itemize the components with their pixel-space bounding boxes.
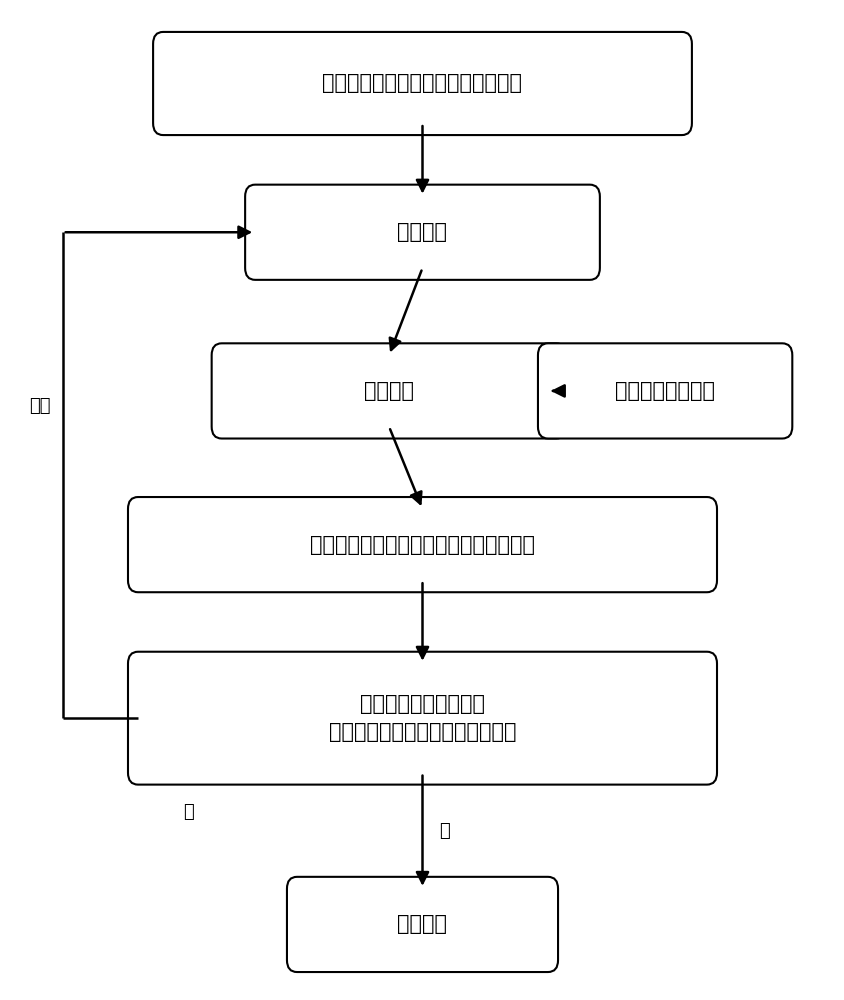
FancyBboxPatch shape — [211, 343, 565, 439]
Text: 快速测试锂离子电池循环寿命的方法: 快速测试锂离子电池循环寿命的方法 — [322, 73, 522, 93]
Text: 否: 否 — [182, 803, 193, 821]
FancyBboxPatch shape — [538, 343, 792, 439]
FancyBboxPatch shape — [153, 32, 691, 135]
Text: 电池放电: 电池放电 — [397, 222, 447, 242]
Text: 电池持续恒压充电或恒压充电与静置结合: 电池持续恒压充电或恒压充电与静置结合 — [310, 535, 534, 555]
FancyBboxPatch shape — [287, 877, 557, 972]
Text: 是: 是 — [439, 822, 450, 840]
Text: 电池循环达到特定次数
或电池高温容量保持率达到特定值: 电池循环达到特定次数 或电池高温容量保持率达到特定值 — [328, 694, 516, 742]
FancyBboxPatch shape — [127, 497, 717, 592]
Text: 提高充电截止电压: 提高充电截止电压 — [614, 381, 714, 401]
Text: 停止测试: 停止测试 — [397, 914, 447, 934]
FancyBboxPatch shape — [127, 652, 717, 785]
FancyBboxPatch shape — [245, 185, 599, 280]
Text: 循环: 循环 — [29, 397, 50, 415]
Text: 电池充电: 电池充电 — [364, 381, 414, 401]
